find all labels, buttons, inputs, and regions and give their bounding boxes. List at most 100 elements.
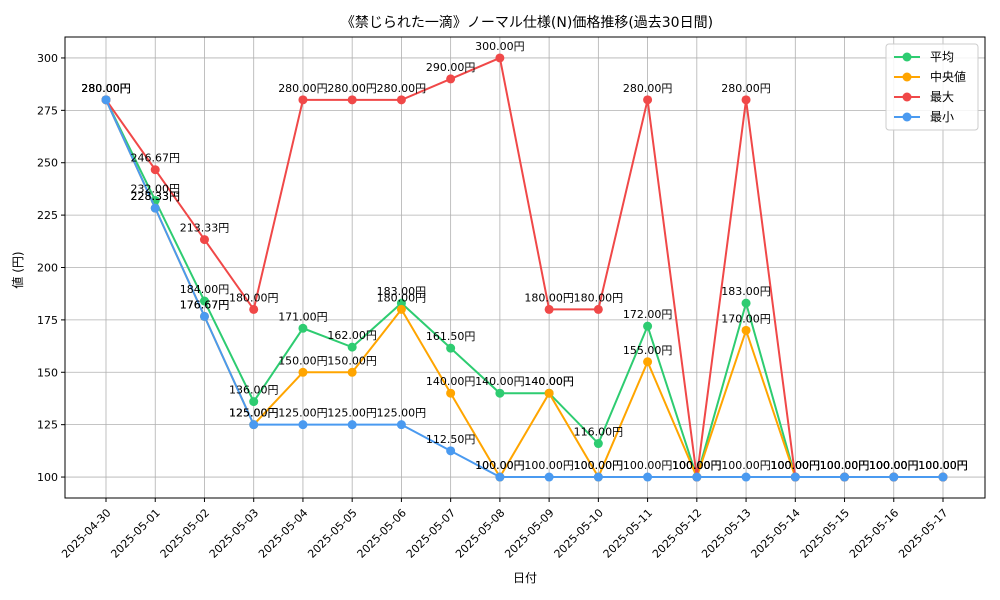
data-label: 140.00円	[524, 375, 574, 388]
data-labels: 280.00円 232.00円 184.00円 136.00円 171.00円 162.0…	[81, 40, 968, 472]
data-label: 100.00円	[918, 459, 968, 472]
legend-marker	[902, 72, 912, 82]
data-point	[446, 343, 456, 353]
data-point	[544, 472, 554, 482]
data-label: 100.00円	[869, 459, 919, 472]
data-label: 100.00円	[574, 459, 624, 472]
data-point	[298, 95, 308, 105]
data-label: 183.00円	[721, 285, 771, 298]
chart-title: 《禁じられた一滴》ノーマル仕様(N)価格推移(過去30日間)	[341, 14, 713, 31]
data-label: 100.00円	[771, 459, 821, 472]
data-label: 100.00円	[771, 459, 821, 472]
data-label: 125.00円	[278, 407, 328, 420]
data-label: 280.00円	[81, 82, 131, 95]
legend-marker	[902, 112, 912, 122]
y-tick-label: 200	[37, 262, 58, 275]
data-point	[446, 74, 456, 84]
data-point	[593, 304, 603, 314]
data-point	[298, 420, 308, 430]
x-tick-label: 2025-05-07	[404, 506, 458, 560]
data-label: 100.00円	[475, 459, 525, 472]
data-point	[249, 420, 259, 430]
series-layer	[101, 53, 948, 482]
data-label: 100.00円	[918, 459, 968, 472]
data-point	[889, 472, 899, 482]
data-label: 280.00円	[327, 82, 377, 95]
x-tick-label: 2025-05-13	[699, 506, 753, 560]
data-point	[249, 304, 259, 314]
y-tick-label: 275	[37, 104, 58, 117]
data-label: 176.67円	[180, 298, 230, 311]
data-label: 150.00円	[327, 354, 377, 367]
data-label: 125.00円	[327, 407, 377, 420]
y-tick-label: 125	[37, 419, 58, 432]
data-point	[544, 388, 554, 398]
data-label: 172.00円	[623, 308, 673, 321]
y-tick-label: 100	[37, 471, 58, 484]
x-tick-label: 2025-05-14	[748, 506, 802, 560]
series-line-3	[105, 99, 943, 479]
data-point	[495, 53, 505, 63]
data-point	[298, 323, 308, 333]
x-tick-label: 2025-05-12	[650, 506, 704, 560]
data-label: 228.33円	[130, 190, 180, 203]
series-line-0	[105, 99, 943, 481]
data-label: 125.00円	[377, 407, 427, 420]
data-label: 100.00円	[721, 459, 771, 472]
data-point	[396, 95, 406, 105]
x-tick-label: 2025-05-05	[305, 506, 359, 560]
data-label: 290.00円	[426, 61, 476, 74]
data-point	[347, 95, 357, 105]
y-tick-label: 250	[37, 157, 58, 170]
data-point	[544, 304, 554, 314]
data-label: 161.50円	[426, 330, 476, 343]
data-point	[396, 420, 406, 430]
legend-label: 最大	[930, 90, 954, 104]
x-tick-label: 2025-05-17	[896, 506, 950, 560]
data-label: 100.00円	[475, 459, 525, 472]
data-point	[446, 446, 456, 456]
data-label: 180.00円	[377, 291, 427, 304]
data-label: 180.00円	[524, 291, 574, 304]
data-point	[396, 304, 406, 314]
data-point	[249, 397, 259, 407]
data-label: 100.00円	[869, 459, 919, 472]
data-label: 280.00円	[623, 82, 673, 95]
data-point	[199, 296, 209, 306]
data-label: 100.00円	[672, 459, 722, 472]
data-point	[347, 367, 357, 377]
data-label: 100.00円	[820, 459, 870, 472]
data-point	[199, 235, 209, 245]
y-tick-label: 175	[37, 314, 58, 327]
data-point	[790, 472, 800, 482]
data-label: 100.00円	[869, 459, 919, 472]
data-point	[150, 203, 160, 213]
y-tick-label: 300	[37, 52, 58, 65]
y-tick-label: 225	[37, 209, 58, 222]
data-point	[741, 325, 751, 335]
data-point	[938, 472, 948, 482]
data-label: 112.50円	[426, 433, 476, 446]
x-tick-label: 2025-05-10	[552, 506, 606, 560]
data-label: 136.00円	[229, 384, 279, 397]
data-label: 100.00円	[820, 459, 870, 472]
x-tick-label: 2025-05-03	[207, 506, 261, 560]
y-tick-label: 150	[37, 366, 58, 379]
data-point	[741, 472, 751, 482]
legend-label: 中央値	[930, 69, 966, 84]
data-point	[643, 95, 653, 105]
data-point	[298, 367, 308, 377]
x-tick-label: 2025-05-04	[256, 506, 310, 560]
data-label: 280.00円	[278, 82, 328, 95]
data-label: 125.00円	[229, 407, 279, 420]
data-label: 280.00円	[721, 82, 771, 95]
data-label: 246.67円	[130, 152, 180, 165]
data-label: 150.00円	[278, 354, 328, 367]
data-label: 176.67円	[180, 298, 230, 311]
x-tick-label: 2025-05-08	[453, 506, 507, 560]
data-label: 100.00円	[918, 459, 968, 472]
plot-frame	[64, 36, 986, 499]
data-label: 180.00円	[229, 291, 279, 304]
data-label: 140.00円	[475, 375, 525, 388]
